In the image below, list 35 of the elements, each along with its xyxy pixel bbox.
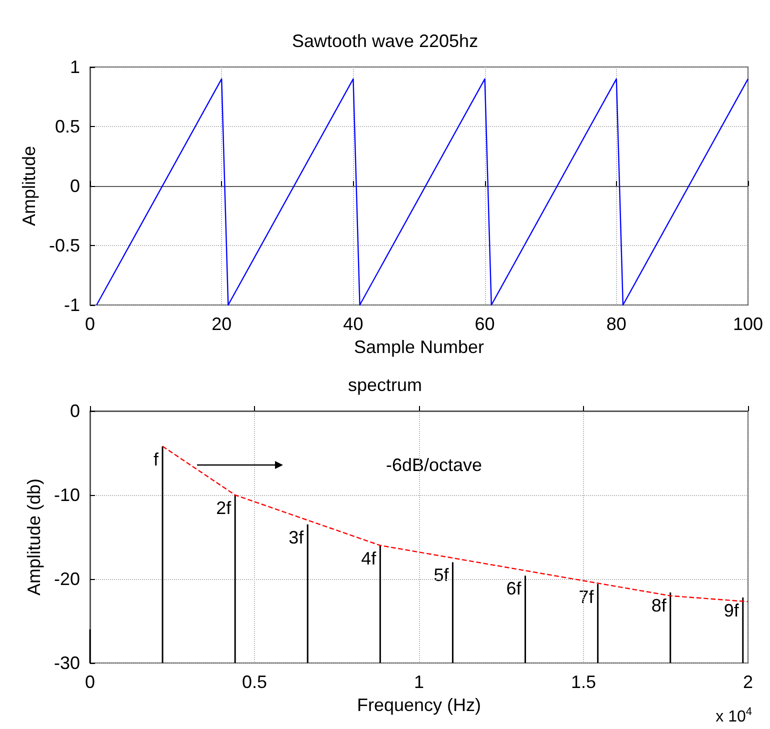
y-tick-label: -0.5 xyxy=(48,236,80,256)
y-tick-label: -20 xyxy=(54,569,80,589)
annotation: 9f xyxy=(724,600,740,620)
annotation: 5f xyxy=(434,565,450,586)
x-tick-label: 1 xyxy=(414,672,424,692)
x-tick-label: 20 xyxy=(212,314,232,334)
x-tick-label: 0 xyxy=(84,314,96,334)
chart-title: Sawtooth wave 2205hz xyxy=(292,31,478,51)
x-tick-label: 60 xyxy=(474,314,495,334)
chart-title: spectrum xyxy=(348,375,422,395)
x-tick-label: 0.5 xyxy=(242,672,268,692)
annotation: 2f xyxy=(216,498,232,518)
annotation: 4f xyxy=(361,548,378,568)
y-tick-label: 1 xyxy=(70,57,80,77)
annotation: 8f xyxy=(651,595,668,616)
x-axis-title: Sample Number xyxy=(354,336,484,357)
x-tick-label: 100 xyxy=(732,314,764,334)
y-tick-label: -10 xyxy=(54,485,80,505)
y-axis-title: Amplitude xyxy=(19,146,40,226)
x-tick-label: 2 xyxy=(742,672,754,692)
x-tick-label: 0 xyxy=(84,672,96,692)
annotation: f xyxy=(154,449,160,470)
y-tick-label: 0.5 xyxy=(54,116,80,136)
annotation: 6f xyxy=(506,578,522,599)
y-tick-label: -30 xyxy=(54,653,80,673)
y-tick-label: -1 xyxy=(64,295,80,315)
y-tick-label: 0 xyxy=(70,176,80,196)
x-tick-label: 40 xyxy=(343,314,364,334)
y-tick-label: 0 xyxy=(70,401,80,421)
x-tick-label: 80 xyxy=(606,314,626,334)
x-axis-title: Frequency (Hz) xyxy=(356,694,482,715)
y-axis-title: Amplitude (db) xyxy=(24,478,44,596)
annotation: 3f xyxy=(288,527,305,548)
x-tick-label: 1.5 xyxy=(570,672,596,692)
annotation: -6dB/octave xyxy=(386,455,482,475)
